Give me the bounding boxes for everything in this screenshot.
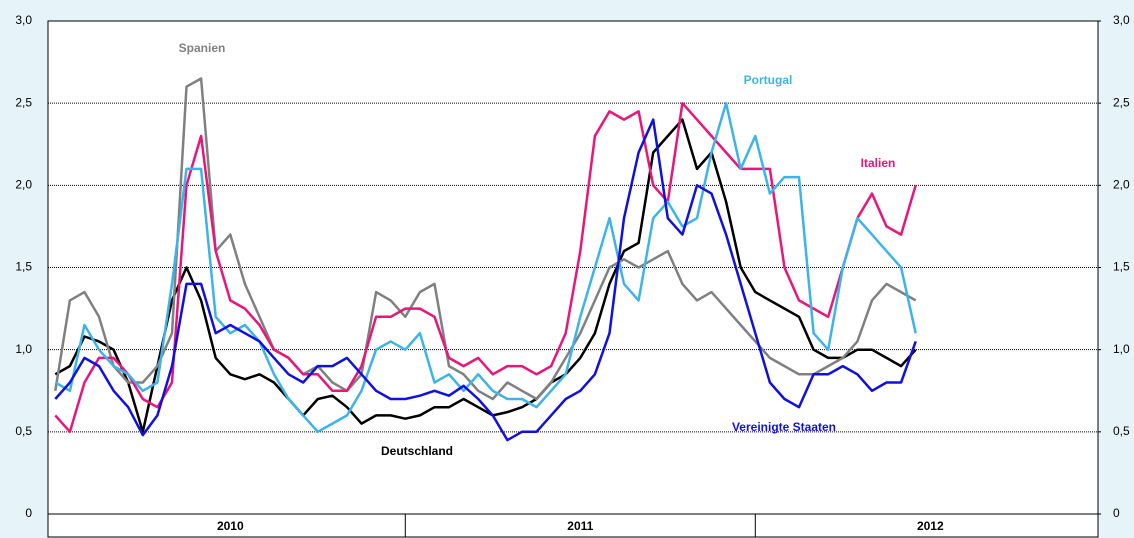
series-label: Portugal <box>744 73 793 87</box>
series-line <box>54 118 917 434</box>
x-tick-label: 2011 <box>567 519 593 533</box>
x-tick-label: 2010 <box>217 519 244 533</box>
y-tick-label: 3,0 <box>15 13 32 27</box>
y2-tick-label: 1,0 <box>1113 342 1130 356</box>
series-label: Spanien <box>179 41 226 55</box>
series-line <box>54 118 917 442</box>
y-tick-label: 2,0 <box>15 178 32 192</box>
y-tick-label: 0 <box>25 506 32 520</box>
y-tick-label: 1,0 <box>15 342 32 356</box>
series-line <box>54 77 917 401</box>
y2-tick-label: 3,0 <box>1113 13 1130 27</box>
x-axis-band <box>47 513 1099 538</box>
y-tick-label: 0,5 <box>15 424 32 438</box>
series-line <box>54 101 917 434</box>
series-label: Deutschland <box>381 444 453 458</box>
series-label: Italien <box>861 156 896 170</box>
x-tick-label: 2012 <box>917 519 944 533</box>
y-tick-label: 1,5 <box>15 260 32 274</box>
y2-tick-label: 2,0 <box>1113 178 1130 192</box>
series-line <box>54 101 917 434</box>
y2-tick-label: 2,5 <box>1113 95 1130 109</box>
y2-tick-label: 0,5 <box>1113 424 1130 438</box>
y-tick-label: 2,5 <box>15 95 32 109</box>
y2-tick-label: 0 <box>1113 506 1120 520</box>
series-label: Vereinigte Staaten <box>732 420 836 434</box>
y2-tick-label: 1,5 <box>1113 260 1130 274</box>
